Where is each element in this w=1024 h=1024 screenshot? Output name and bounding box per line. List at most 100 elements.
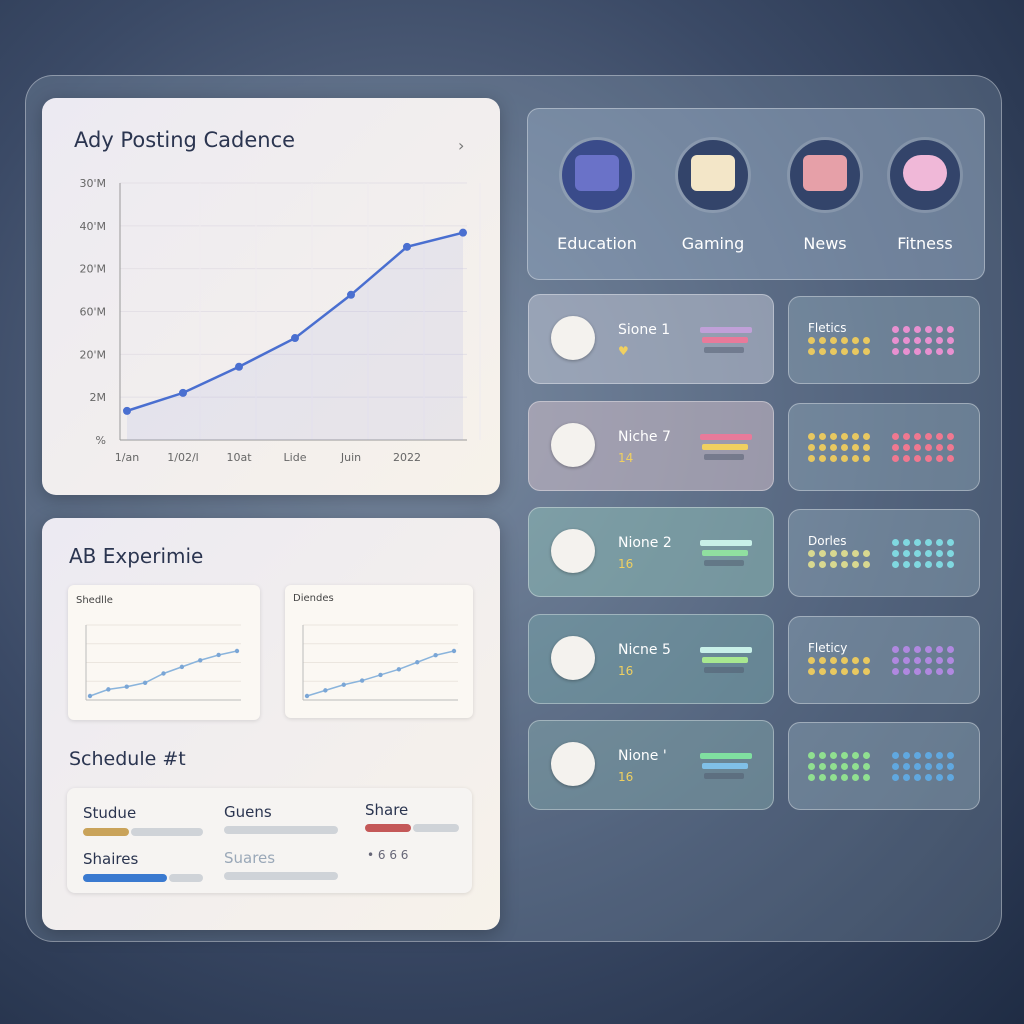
dot	[852, 454, 859, 462]
dot	[914, 432, 921, 440]
dot	[808, 443, 815, 451]
category-label[interactable]: Fitness	[897, 234, 953, 253]
dot	[830, 443, 837, 451]
dot	[936, 656, 943, 664]
category-label[interactable]: News	[803, 234, 847, 253]
dot	[808, 454, 815, 462]
dot	[936, 763, 943, 770]
dot	[852, 774, 859, 781]
dot	[830, 667, 837, 675]
point	[124, 684, 129, 689]
dot	[903, 561, 910, 568]
category-icon-art	[691, 155, 735, 191]
dot	[936, 337, 943, 344]
point	[433, 653, 438, 658]
dot	[903, 763, 910, 770]
dot	[852, 443, 859, 451]
dot	[936, 539, 943, 546]
dot	[841, 774, 848, 781]
dot	[903, 326, 910, 333]
dot	[863, 432, 870, 440]
category-label[interactable]: Gaming	[681, 234, 745, 253]
dot	[892, 763, 899, 770]
dot	[947, 561, 954, 568]
dot	[863, 774, 870, 781]
point	[396, 667, 402, 672]
dot	[947, 774, 954, 781]
dot	[852, 348, 859, 355]
dot	[863, 752, 870, 759]
niche-label: Niche 7	[618, 428, 671, 445]
bar	[224, 826, 338, 834]
mini-bar	[704, 453, 744, 460]
dot	[925, 774, 932, 781]
mini-bar	[704, 773, 744, 779]
dot	[830, 348, 837, 355]
dot	[841, 550, 848, 557]
dot	[830, 337, 837, 344]
dot	[914, 774, 921, 781]
dot	[808, 337, 815, 344]
chevron[interactable]: ›	[458, 136, 465, 155]
dot	[914, 763, 921, 770]
category-icon-art	[903, 155, 947, 191]
dot	[863, 667, 870, 675]
mini-bar	[702, 443, 748, 450]
dot	[852, 550, 859, 557]
niche-sub: 16	[618, 770, 634, 784]
point	[359, 678, 365, 683]
point	[234, 648, 240, 654]
dot	[852, 752, 859, 759]
mini-card: Diendes	[285, 585, 473, 718]
dot	[947, 348, 954, 355]
dot	[852, 763, 859, 770]
dot	[830, 432, 837, 440]
dot	[903, 774, 910, 781]
dot	[830, 550, 837, 557]
dot	[852, 432, 859, 440]
dot	[852, 561, 859, 568]
dot	[914, 667, 921, 675]
mini-bar	[700, 753, 752, 759]
niche-icon	[551, 742, 595, 786]
dot	[819, 752, 826, 759]
point	[403, 242, 411, 251]
y-tick-label: %	[96, 434, 106, 447]
dot	[925, 337, 932, 344]
dot	[863, 348, 870, 355]
niche-icon	[551, 635, 595, 680]
dot	[808, 774, 815, 781]
dot	[830, 454, 837, 462]
dot	[925, 539, 932, 546]
dot	[936, 667, 943, 675]
dot	[819, 763, 826, 770]
dot	[947, 645, 954, 653]
mini-title: Shedlle	[76, 595, 113, 606]
dot	[925, 645, 932, 653]
dot	[841, 443, 848, 451]
mini-bar	[700, 540, 752, 546]
dot	[947, 656, 954, 664]
stats-label: Fleticy	[808, 640, 848, 655]
dot	[830, 763, 837, 770]
mini-bar	[700, 327, 752, 333]
dot	[925, 667, 932, 675]
dot	[947, 326, 954, 333]
line-chart: % 2M 20'M 60'M 20'M 40'M 30'M 1/an 1/02/l 10at Lid…	[79, 177, 481, 464]
dot	[819, 348, 826, 355]
category-label[interactable]: Education	[557, 234, 637, 253]
dot	[808, 432, 815, 440]
bar	[83, 828, 129, 836]
dot	[903, 656, 910, 664]
dot	[947, 337, 954, 344]
y-tick-label: 40'M	[79, 220, 106, 233]
dot	[947, 443, 954, 451]
dot	[808, 656, 815, 664]
y-tick-label: 60'M	[79, 306, 106, 319]
mini-bar	[704, 560, 744, 566]
point	[304, 693, 310, 699]
category-icon-art	[803, 155, 847, 191]
point	[235, 362, 243, 371]
dot	[892, 454, 899, 462]
